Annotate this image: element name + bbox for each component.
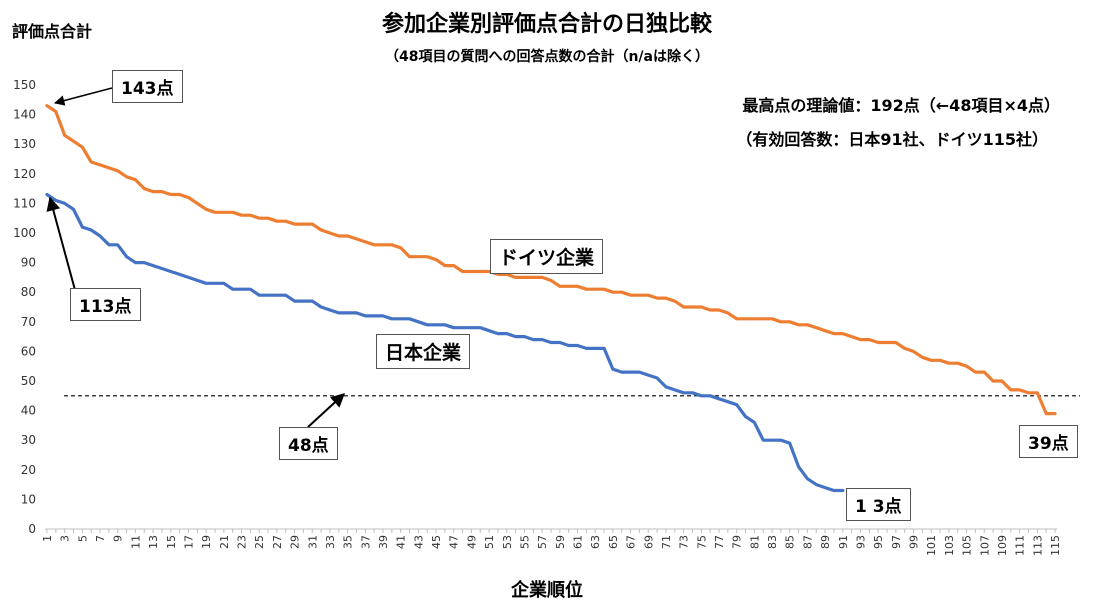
arrow-jp-max	[46, 196, 76, 291]
x-tick-label: 111	[1014, 535, 1027, 556]
max-score-note: 最高点の理論値：192点（←48項目×4点）	[742, 96, 1060, 115]
callout-de-max: 143点	[112, 70, 183, 103]
x-tick-label: 97	[890, 535, 903, 549]
callout-jp-min: 1 3点	[846, 488, 911, 521]
legend-germany: ドイツ企業	[490, 239, 604, 274]
x-tick-label: 55	[518, 535, 531, 549]
x-tick-label: 71	[660, 535, 673, 549]
y-tick-label: 110	[13, 196, 36, 210]
y-tick-label: 80	[21, 285, 36, 299]
x-tick-label: 93	[854, 535, 867, 549]
x-tick-label: 83	[766, 535, 779, 549]
x-tick-label: 113	[1031, 535, 1044, 556]
y-tick-label: 90	[21, 256, 36, 270]
x-tick-label: 3	[59, 535, 72, 542]
sample-size-note: （有効回答数：日本91社、ドイツ115社）	[736, 130, 1048, 149]
x-tick-label: 47	[448, 535, 461, 549]
x-tick-label: 91	[837, 535, 850, 549]
x-tick-label: 67	[625, 535, 638, 549]
x-tick-label: 101	[925, 535, 938, 556]
x-tick-label: 9	[112, 535, 125, 542]
x-tick-label: 95	[872, 535, 885, 549]
x-tick-label: 103	[943, 535, 956, 556]
y-tick-label: 70	[21, 315, 36, 329]
y-tick-label: 140	[13, 108, 36, 122]
y-tick-label: 120	[13, 167, 36, 181]
y-axis-title: 評価点合計	[12, 22, 93, 41]
y-tick-label: 40	[21, 404, 36, 418]
x-tick-label: 31	[306, 535, 319, 549]
x-tick-label: 59	[554, 535, 567, 549]
x-tick-label: 99	[908, 535, 921, 549]
x-tick-label: 39	[377, 535, 390, 549]
x-tick-label: 5	[76, 535, 89, 542]
callout-de-min: 39点	[1019, 425, 1078, 458]
y-tick-label: 0	[28, 522, 36, 536]
x-tick-label: 105	[961, 535, 974, 556]
x-tick-label: 45	[430, 535, 443, 549]
chart-subtitle: （48項目の質問への回答点数の合計（n/aは除く）	[384, 49, 709, 65]
x-tick-label: 11	[129, 535, 142, 549]
x-tick-label: 81	[748, 535, 761, 549]
y-tick-label: 50	[21, 374, 36, 388]
x-tick-label: 1	[41, 535, 54, 542]
x-tick-label: 87	[801, 535, 814, 549]
x-tick-label: 37	[359, 535, 372, 549]
series-line-japan	[45, 192, 845, 493]
y-tick-label: 60	[21, 344, 36, 358]
x-tick-label: 51	[483, 535, 496, 549]
y-tick-label: 20	[21, 463, 36, 477]
x-tick-label: 77	[713, 535, 726, 549]
x-tick-label: 21	[218, 535, 231, 549]
x-tick-label: 53	[501, 535, 514, 549]
y-tick-label: 10	[21, 492, 36, 506]
x-tick-label: 35	[342, 535, 355, 549]
x-tick-label: 75	[695, 535, 708, 549]
chart-title: 参加企業別評価点合計の日独比較	[381, 12, 712, 37]
x-tick-label: 61	[572, 535, 585, 549]
x-tick-label: 27	[271, 535, 284, 549]
arrow-de-max	[53, 87, 113, 106]
y-tick-label: 130	[13, 137, 36, 151]
callout-reference-line: 48点	[279, 427, 338, 460]
x-tick-label: 19	[200, 535, 213, 549]
x-tick-label: 33	[324, 535, 337, 549]
x-axis-title: 企業順位	[511, 580, 583, 601]
series-line-germany	[45, 104, 1057, 416]
x-tick-label: 79	[731, 535, 744, 549]
x-tick-label: 65	[607, 535, 620, 549]
x-tick-label: 49	[465, 535, 478, 549]
x-tick-label: 25	[253, 535, 266, 549]
legend-japan: 日本企業	[376, 334, 471, 369]
y-tick-label: 150	[13, 78, 36, 92]
arrow-reference	[307, 393, 346, 428]
x-tick-label: 17	[182, 535, 195, 549]
x-tick-label: 41	[395, 535, 408, 549]
x-tick-label: 115	[1049, 535, 1062, 556]
x-tick-label: 107	[978, 535, 991, 556]
x-tick-label: 73	[678, 535, 691, 549]
x-tick-label: 57	[536, 535, 549, 549]
y-tick-label: 30	[21, 433, 36, 447]
x-tick-label: 89	[819, 535, 832, 549]
x-tick-label: 69	[642, 535, 655, 549]
x-tick-label: 63	[589, 535, 602, 549]
x-tick-label: 29	[289, 535, 302, 549]
callout-jp-max: 113点	[70, 288, 141, 321]
x-tick-label: 23	[236, 535, 249, 549]
y-tick-label: 100	[13, 226, 36, 240]
x-tick-label: 15	[165, 535, 178, 549]
x-tick-label: 85	[784, 535, 797, 549]
x-tick-label: 13	[147, 535, 160, 549]
x-tick-label: 43	[412, 535, 425, 549]
x-tick-label: 109	[996, 535, 1009, 556]
x-tick-label: 7	[94, 535, 107, 542]
